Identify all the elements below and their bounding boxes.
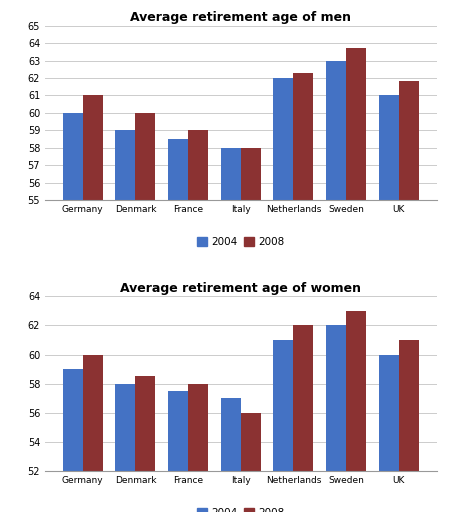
Bar [241, 413, 261, 471]
Bar [293, 73, 313, 200]
Bar [346, 48, 366, 200]
Bar [116, 131, 135, 200]
Bar [379, 95, 399, 200]
Bar [346, 311, 366, 471]
Bar [83, 95, 103, 200]
Bar [168, 139, 188, 200]
Bar [135, 113, 155, 200]
Title: Average retirement age of women: Average retirement age of women [120, 282, 361, 295]
Bar [326, 326, 346, 471]
Bar [63, 369, 83, 471]
Bar [116, 383, 135, 471]
Bar [274, 78, 293, 200]
Bar [221, 148, 241, 200]
Bar [379, 355, 399, 471]
Bar [168, 391, 188, 471]
Bar [241, 148, 261, 200]
Bar [326, 60, 346, 200]
Bar [63, 113, 83, 200]
Bar [399, 340, 418, 471]
Bar [188, 383, 208, 471]
Legend: 2004, 2008: 2004, 2008 [193, 503, 289, 512]
Bar [83, 355, 103, 471]
Legend: 2004, 2008: 2004, 2008 [193, 232, 289, 251]
Bar [293, 326, 313, 471]
Bar [221, 398, 241, 471]
Bar [188, 131, 208, 200]
Bar [399, 81, 418, 200]
Title: Average retirement age of men: Average retirement age of men [130, 11, 351, 25]
Bar [135, 376, 155, 471]
Bar [274, 340, 293, 471]
